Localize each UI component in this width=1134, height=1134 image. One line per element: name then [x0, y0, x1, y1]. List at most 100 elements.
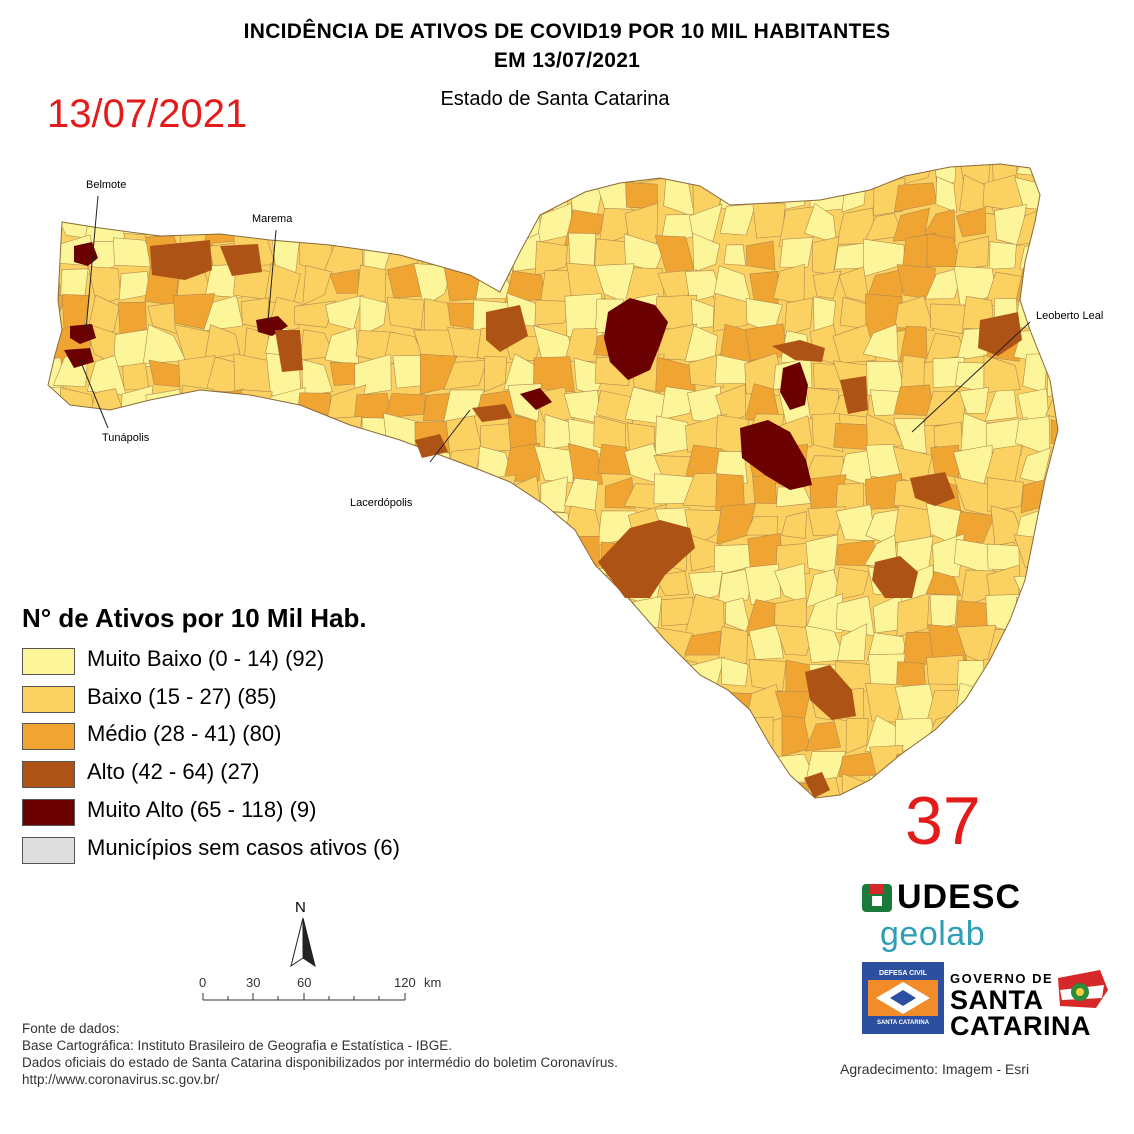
municipality-cell	[150, 450, 186, 487]
municipality-cell	[1022, 353, 1048, 393]
municipality-muito-alto	[64, 348, 94, 368]
municipality-cell	[235, 164, 276, 184]
municipality-cell	[48, 208, 63, 236]
municipality-cell	[353, 721, 398, 756]
municipality-cell	[543, 777, 577, 798]
municipality-cell	[327, 808, 361, 834]
municipality-cell	[894, 295, 935, 331]
municipality-cell	[595, 714, 635, 758]
legend-label: Municípios sem casos ativos (6)	[87, 835, 400, 860]
municipality-cell	[929, 594, 958, 631]
municipality-cell	[352, 182, 395, 215]
legend-swatch	[22, 648, 75, 675]
municipality-cell	[269, 475, 302, 515]
municipality-cell	[687, 742, 720, 787]
municipality-cell	[294, 451, 336, 482]
municipality-cell	[896, 661, 926, 688]
municipality-cell	[451, 749, 488, 781]
municipality-cell	[624, 658, 663, 697]
defesa-civil-text: DEFESA CIVIL	[879, 970, 927, 977]
municipality-cell	[444, 627, 483, 660]
municipality-cell	[359, 533, 397, 568]
municipality-cell	[270, 566, 307, 607]
municipality-cell	[414, 716, 450, 749]
municipality-cell	[687, 816, 722, 841]
place-label-marema: Marema	[252, 213, 293, 225]
municipality-cell	[627, 714, 663, 744]
place-label-lacerdopolis: Lacerdópolis	[350, 497, 413, 509]
municipality-cell	[1015, 416, 1051, 457]
municipality-cell	[413, 180, 452, 213]
municipality-cell	[239, 179, 276, 214]
municipality-cell	[924, 209, 956, 242]
municipality-cell	[143, 164, 179, 187]
municipality-cell	[419, 596, 453, 629]
municipality-cell	[354, 565, 389, 604]
municipality-cell	[752, 202, 786, 239]
municipality-cell	[391, 682, 423, 719]
municipality-cell	[836, 623, 868, 661]
municipality-cell	[386, 626, 417, 665]
municipality-cell	[1012, 747, 1052, 782]
municipality-cell	[48, 176, 61, 212]
municipality-cell	[483, 713, 512, 752]
municipality-cell	[144, 539, 179, 576]
municipality-cell	[748, 624, 784, 660]
municipality-cell	[482, 746, 516, 786]
map-title-line1: INCIDÊNCIA DE ATIVOS DE COVID19 POR 10 M…	[243, 20, 891, 43]
municipality-cell	[748, 814, 785, 845]
municipality-cell	[54, 412, 87, 453]
municipality-cell	[602, 659, 631, 692]
municipality-cell	[601, 750, 635, 782]
municipality-cell	[510, 773, 547, 798]
sources-link[interactable]: http://www.coronavirus.sc.gov.br/	[22, 1072, 220, 1087]
municipality-cell	[986, 477, 1024, 512]
municipality-cell	[473, 573, 505, 598]
municipality-cell	[1016, 656, 1045, 697]
municipality-cell	[353, 683, 392, 727]
scale-tick-label: 60	[297, 975, 312, 990]
municipality-cell	[85, 446, 120, 484]
municipality-cell	[358, 750, 391, 784]
municipality-cell	[1052, 654, 1058, 691]
municipality-cell	[115, 164, 152, 180]
data-sources: Fonte de dados: Base Cartográfica: Insti…	[22, 1020, 618, 1088]
municipality-cell	[55, 477, 96, 518]
municipality-cell	[865, 805, 901, 843]
municipality-cell	[446, 602, 485, 637]
legend-swatch	[22, 723, 75, 750]
municipality-cell	[660, 386, 696, 421]
municipality-cell	[533, 356, 575, 393]
municipality-cell	[205, 452, 247, 485]
municipality-cell	[385, 773, 425, 798]
municipality-cell	[661, 690, 697, 723]
municipality-cell	[514, 172, 536, 208]
municipality-cell	[204, 174, 238, 208]
municipality-cell	[503, 542, 545, 567]
municipality-cell	[505, 628, 542, 668]
municipality-cell	[509, 653, 534, 688]
municipality-cell	[82, 503, 125, 547]
municipality-cell	[503, 164, 538, 186]
municipality-cell	[503, 442, 540, 482]
municipality-cell	[55, 164, 95, 183]
municipality-cell	[325, 454, 362, 480]
municipality-cell	[173, 176, 211, 217]
municipality-cell	[689, 203, 723, 243]
municipality-cell	[783, 297, 813, 337]
municipality-cell	[1042, 174, 1058, 212]
municipality-cell	[324, 719, 367, 757]
municipality-cell	[1047, 807, 1084, 839]
municipality-cell	[718, 626, 748, 664]
udesc-logo	[862, 884, 892, 912]
municipality-cell	[445, 164, 485, 175]
municipality-cell	[536, 807, 568, 844]
municipality-cell	[303, 182, 327, 210]
municipality-cell	[417, 508, 456, 545]
municipality-cell	[833, 164, 868, 184]
municipality-cell	[383, 164, 417, 174]
municipality-cell	[566, 625, 604, 660]
defesa-civil-logo	[862, 962, 944, 1034]
municipality-cell	[506, 596, 548, 633]
municipality-cell	[384, 393, 426, 419]
